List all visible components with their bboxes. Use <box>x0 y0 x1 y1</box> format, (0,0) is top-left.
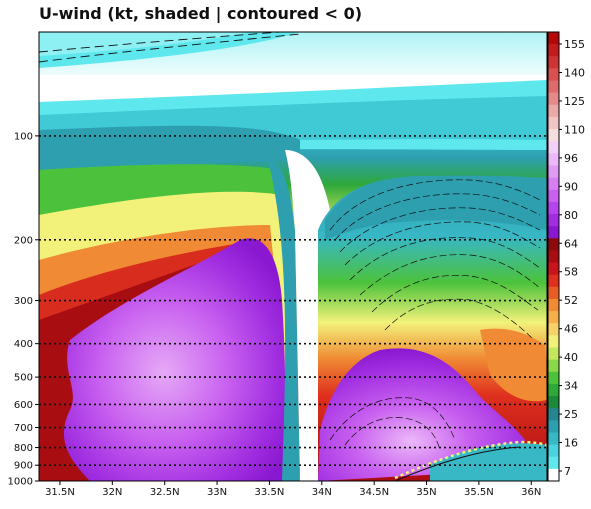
y-tick-label: 400 <box>14 339 33 350</box>
y-tick-label: 600 <box>14 400 33 411</box>
colorbar-segment <box>548 323 559 336</box>
field-notch <box>268 160 300 481</box>
x-tick-label: 34.5N <box>359 487 389 498</box>
chart-title: U-wind (kt, shaded | contoured < 0) <box>39 4 363 23</box>
colorbar-segment <box>548 359 559 373</box>
field-orange-patch <box>480 328 547 402</box>
x-tick-label: 33.5N <box>255 487 285 498</box>
x-tick-label: 33N <box>207 487 227 498</box>
colorbar-segment <box>548 383 559 397</box>
x-tick-label: 32.5N <box>150 487 180 498</box>
colorbar-label: 25 <box>564 408 578 421</box>
contour-neg-2 <box>39 33 301 63</box>
colorbar-segment <box>548 274 559 288</box>
colorbar-segment <box>548 153 559 166</box>
colorbar-segment <box>548 335 559 349</box>
colorbar-label: 7 <box>564 465 571 478</box>
surface-boundary-dark <box>394 446 521 481</box>
colorbar-segment <box>548 129 559 142</box>
colorbar-segment <box>548 32 559 45</box>
colorbar-segment <box>548 104 559 118</box>
x-tick-label: 35.5N <box>464 487 494 498</box>
colorbar-label: 16 <box>564 437 578 450</box>
x-axis: 31.5N 32N 32.5N 33N 33.5N 34N 34.5N 35N 35.5N 36N <box>45 481 541 498</box>
colorbar-label: 46 <box>564 323 578 336</box>
colorbar-segment <box>548 165 559 179</box>
colorbar-label: 125 <box>564 95 585 108</box>
colorbar-label: 140 <box>564 66 585 79</box>
colorbar-segment <box>548 298 559 312</box>
colorbar: 155 140 125 110 96 90 80 64 58 52 46 40 34 25 16 7 <box>547 31 585 482</box>
field-north-top <box>325 175 547 240</box>
colorbar-segment <box>548 311 559 324</box>
colorbar-segment <box>548 56 559 69</box>
colorbar-segment <box>548 44 559 57</box>
colorbar-segment <box>548 371 559 385</box>
x-tick-label: 34N <box>312 487 332 498</box>
colorbar-label: 58 <box>564 266 578 279</box>
colorbar-segment <box>548 116 559 130</box>
y-tick-label: 500 <box>14 373 33 384</box>
y-tick-label: 200 <box>14 235 33 246</box>
y-axis: 100 200 300 400 500 600 700 800 900 1000 <box>8 131 39 488</box>
colorbar-label: 110 <box>564 123 585 136</box>
colorbar-segment <box>548 92 559 106</box>
x-tick-label: 31.5N <box>45 487 75 498</box>
y-tick-label: 100 <box>14 131 33 142</box>
y-tick-label: 300 <box>14 296 33 307</box>
colorbar-label: 155 <box>564 38 585 51</box>
colorbar-segment <box>548 68 559 82</box>
plot-border <box>38 31 548 482</box>
colorbar-segment <box>548 201 559 215</box>
colorbar-label: 34 <box>564 380 578 393</box>
colorbar-segment <box>548 456 559 470</box>
colorbar-segment <box>548 262 559 276</box>
colorbar-label: 96 <box>564 152 578 165</box>
field-cyan-3 <box>39 125 300 170</box>
colorbar-segment <box>548 444 559 458</box>
x-tick-label: 35N <box>416 487 436 498</box>
contour-neg-1 <box>39 32 281 53</box>
colorbar-segment <box>548 468 559 482</box>
colorbar-segment <box>548 432 559 446</box>
y-tick-label: 700 <box>14 423 33 434</box>
colorbar-segment <box>548 80 559 94</box>
colorbar-label: 80 <box>564 209 578 222</box>
colorbar-segment <box>548 286 559 300</box>
colorbar-border <box>547 31 560 482</box>
field-south-core <box>63 238 286 481</box>
colorbar-segment <box>548 226 559 239</box>
colorbar-label: 52 <box>564 294 578 307</box>
colorbar-segment <box>548 250 559 264</box>
colorbar-segment <box>548 177 559 191</box>
colorbar-segment <box>548 347 559 361</box>
colorbar-segment <box>548 189 559 203</box>
surface-boundary <box>394 440 547 480</box>
y-tick-label: 800 <box>14 443 33 454</box>
y-tick-label: 900 <box>14 461 33 472</box>
plot-area <box>39 32 547 481</box>
field-surface <box>430 443 547 481</box>
colorbar-label: 40 <box>564 351 578 364</box>
colorbar-segment <box>548 408 559 421</box>
x-tick-label: 36N <box>521 487 541 498</box>
colorbar-segment <box>548 214 559 227</box>
colorbar-segment <box>548 420 559 433</box>
colorbar-segment <box>548 396 559 409</box>
field-white-gap <box>39 75 547 102</box>
colorbar-segment <box>548 141 559 154</box>
y-tick-label: 1000 <box>8 477 33 488</box>
colorbar-label: 90 <box>564 180 578 193</box>
x-tick-label: 32N <box>102 487 122 498</box>
colorbar-segment <box>548 238 559 251</box>
colorbar-label: 64 <box>564 237 578 250</box>
